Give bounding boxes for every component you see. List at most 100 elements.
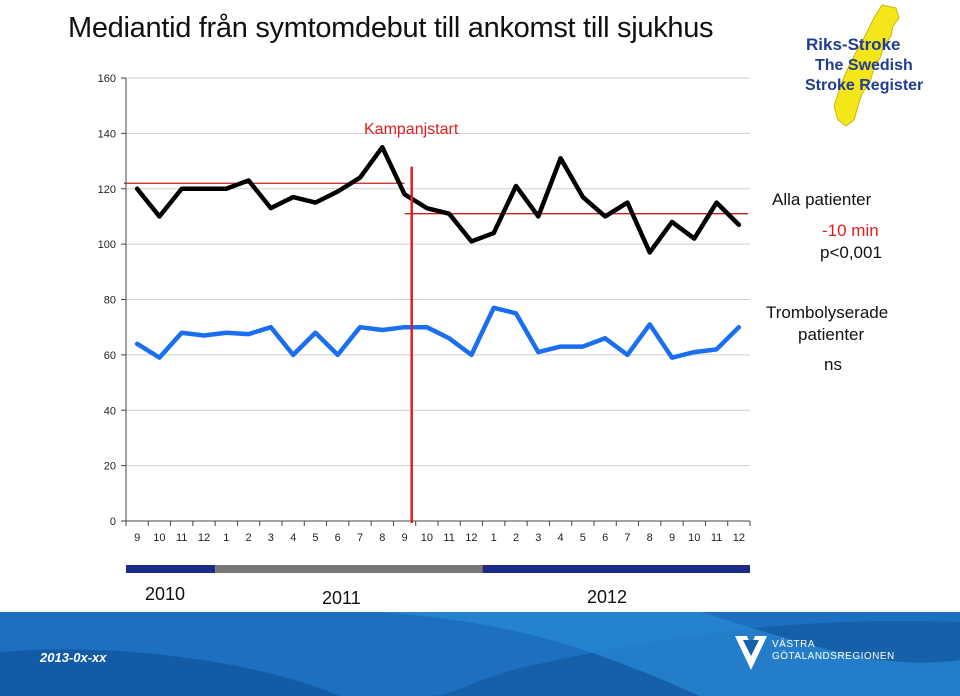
data-point [492,231,496,235]
series-layer [134,144,742,360]
footer-organization: VÄSTRA GÖTALANDSREGIONEN [772,639,895,663]
org-line1: VÄSTRA [772,639,816,650]
slide-title: Mediantid från symtomdebut till ankomst … [68,12,714,44]
data-point [157,356,161,360]
data-point [224,187,228,191]
x-tick-label: 6 [335,532,341,544]
y-tick-label: 120 [98,184,116,196]
x-tick-label: 5 [312,532,318,544]
data-point [492,306,496,310]
data-point [358,176,362,180]
year-band [482,565,750,573]
sweden-map-icon [833,4,900,127]
all-p-label: p<0,001 [820,243,882,262]
data-point [469,239,473,243]
x-tick-label: 12 [465,532,477,544]
data-point [247,332,251,336]
y-tick-label: 20 [104,461,116,473]
data-point [692,237,696,241]
throm-significance: ns [824,355,842,374]
data-point [313,201,317,205]
x-tick-label: 4 [558,532,564,544]
data-point [648,250,652,254]
footer: 2013-0x-xx VÄSTRA GÖTALANDSREGIONEN [0,612,960,696]
x-tick-label: 9 [402,532,408,544]
data-point [692,350,696,354]
y-tick-label: 140 [98,128,116,140]
x-tick-label: 5 [580,532,586,544]
x-tick-label: 8 [647,532,653,544]
data-point [380,145,384,149]
data-point [180,187,184,191]
x-tick-label: 11 [443,532,454,544]
y-tick-label: 160 [98,73,116,85]
grid-layer [126,77,750,522]
data-point [715,347,719,351]
x-tick-label: 7 [624,532,630,544]
data-point [202,333,206,337]
data-point [625,201,629,205]
x-tick-label: 12 [198,532,210,544]
brand-line1: Riks-Stroke [806,35,901,54]
data-point [403,325,407,329]
data-point [447,336,451,340]
data-point [224,331,228,335]
x-tick-label: 3 [268,532,274,544]
y-tick-label: 0 [110,516,116,528]
org-line2: GÖTALANDSREGIONEN [772,651,895,662]
x-tick-label: 8 [379,532,385,544]
data-point [603,336,607,340]
data-point [425,325,429,329]
series-line [134,305,742,360]
x-tick-label: 2 [246,532,252,544]
x-tick-label: 10 [153,532,165,544]
data-point [135,187,139,191]
x-tick-label: 1 [223,532,229,544]
data-point [380,328,384,332]
x-tick-label: 11 [711,532,722,544]
data-point [447,212,451,216]
data-point [514,311,518,315]
brand-line2: The Swedish [815,57,913,74]
data-point [581,195,585,199]
brand-line3: Stroke Register [805,77,924,94]
data-point [291,353,295,357]
data-point [737,325,741,329]
y-tick-label: 80 [104,295,116,307]
y-tick-label: 100 [98,239,116,251]
year-label-2012: 2012 [587,587,628,607]
x-tick-label: 10 [688,532,700,544]
data-point [358,325,362,329]
data-point [425,206,429,210]
data-point [536,350,540,354]
x-tick-label: 4 [290,532,296,544]
x-tick-label: 12 [733,532,745,544]
data-point [403,192,407,196]
data-point [603,214,607,218]
data-point [269,206,273,210]
data-point [648,322,652,326]
all-change-label: -10 min [822,221,879,240]
data-point [559,156,563,160]
data-point [581,345,585,349]
data-point [313,331,317,335]
riks-stroke-logo [833,4,900,127]
x-tick-label: 11 [176,532,187,544]
region-logo-icon [735,636,767,670]
data-point [202,187,206,191]
x-tick-label: 3 [535,532,541,544]
data-point [514,184,518,188]
reference-lines [124,182,748,215]
x-tick-label: 6 [602,532,608,544]
year-bands [126,565,750,573]
footer-date: 2013-0x-xx [40,650,107,665]
data-point [469,353,473,357]
data-point [180,331,184,335]
y-tick-label: 60 [104,350,116,362]
data-point [670,220,674,224]
x-tick-label: 2 [513,532,519,544]
data-point [269,325,273,329]
data-point [291,195,295,199]
year-label-2011: 2011 [322,588,361,608]
